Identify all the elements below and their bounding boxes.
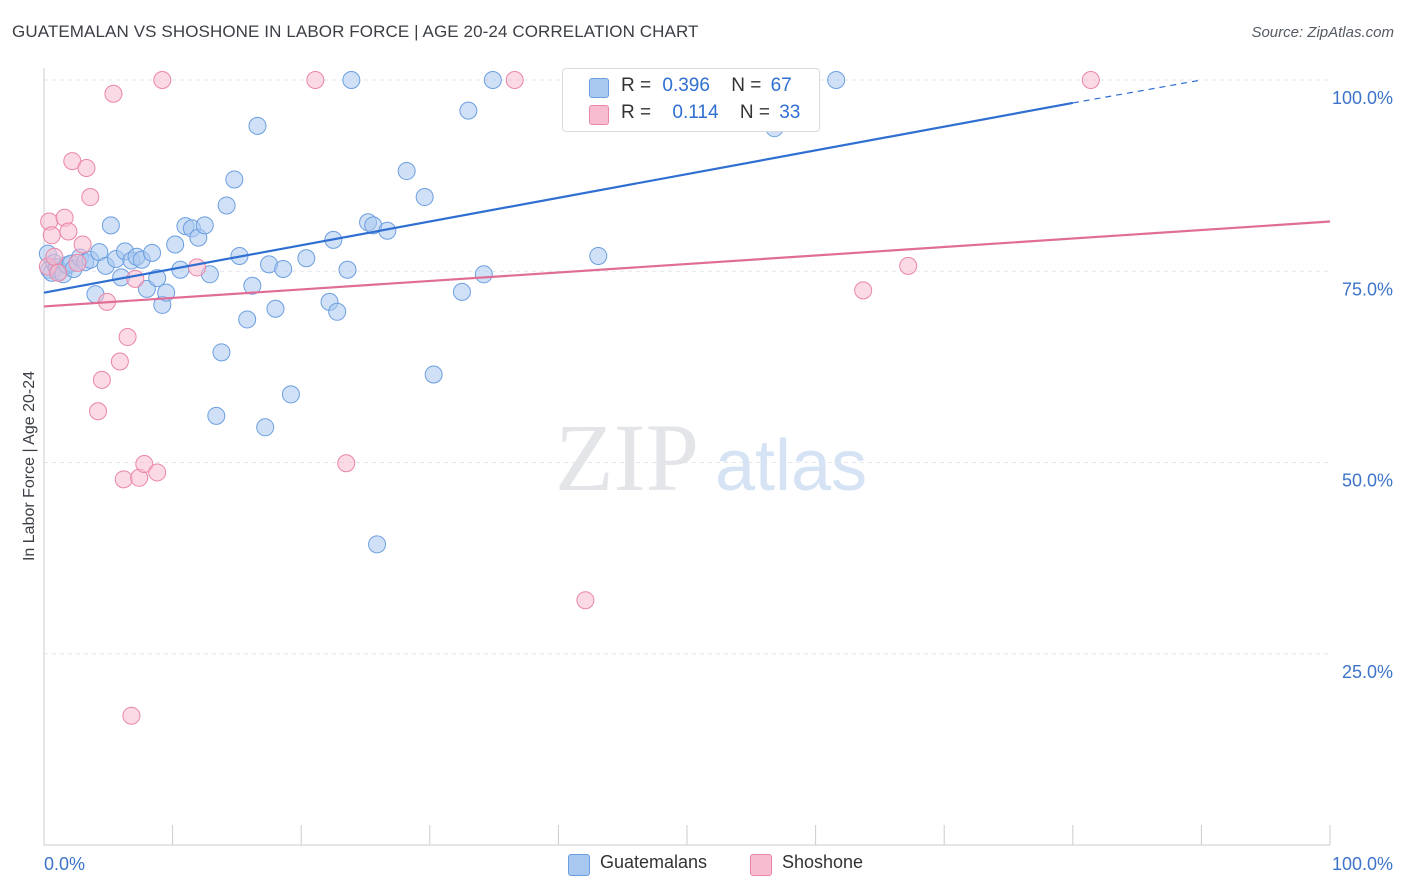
r-label: R = xyxy=(621,102,652,123)
guatemalans-point xyxy=(827,71,846,89)
guatemalans-point xyxy=(415,188,434,207)
guatemalans-swatch xyxy=(589,78,609,98)
guatemalans-point xyxy=(207,406,226,425)
guatemalans-point xyxy=(474,265,493,284)
guatemalans-point xyxy=(157,283,176,302)
guatemalans-point xyxy=(243,276,262,295)
guatemalans-point xyxy=(166,235,185,254)
guatemalans-point xyxy=(397,162,416,181)
guatemalans-point xyxy=(281,385,300,404)
guatemalans-point xyxy=(101,216,120,235)
shoshone-point xyxy=(73,235,92,254)
shoshone-point xyxy=(104,84,123,103)
y-tick-label: 100.0% xyxy=(1332,88,1393,108)
gridlines xyxy=(44,79,1330,655)
stats-legend: R = 0.396 N = 67 R = 0.114 N = 33 xyxy=(562,68,820,132)
shoshone-swatch xyxy=(589,105,609,125)
guatemalans-point xyxy=(459,101,478,120)
shoshone-point xyxy=(576,591,595,610)
watermark-zip: ZIP xyxy=(555,404,699,511)
guatemalans-point xyxy=(589,246,608,265)
guatemalans-point xyxy=(297,249,316,268)
guatemalans-point xyxy=(143,243,162,262)
series-legend: Guatemalans Shoshone xyxy=(0,852,1406,878)
shoshone-point xyxy=(81,188,100,207)
watermark: ZIP atlas xyxy=(555,404,867,511)
shoshone-trend-line xyxy=(43,220,1331,308)
chart-title: GUATEMALAN VS SHOSHONE IN LABOR FORCE | … xyxy=(12,22,699,41)
shoshone-point xyxy=(148,463,167,482)
shoshone-point xyxy=(854,281,873,300)
guatemalans-point xyxy=(452,282,471,301)
guatemalans-legend-swatch xyxy=(568,854,590,876)
source-label: Source: ZipAtlas.com xyxy=(1251,24,1394,41)
n-label: N = xyxy=(731,75,762,96)
n-value: 33 xyxy=(779,102,801,123)
shoshone-point xyxy=(899,256,918,275)
shoshone-point xyxy=(110,352,129,371)
guatemalans-point xyxy=(212,343,231,362)
y-tick-label: 25.0% xyxy=(1342,662,1393,682)
shoshone-point xyxy=(337,454,356,473)
shoshone-point xyxy=(114,470,133,489)
guatemalans-point xyxy=(248,116,267,135)
shoshone-point xyxy=(135,455,154,474)
shoshone-point xyxy=(118,328,137,347)
trend-lines xyxy=(43,79,1331,308)
guatemalans-point xyxy=(217,196,236,215)
guatemalans-point xyxy=(424,365,443,384)
shoshone-point xyxy=(92,370,111,389)
x-tick-label: 100.0% xyxy=(1332,854,1393,874)
shoshone-point xyxy=(77,158,96,177)
shoshone-point xyxy=(59,222,78,241)
guatemalans-point xyxy=(266,299,285,318)
guatemalans-point xyxy=(256,418,275,437)
shoshone-point xyxy=(42,226,61,245)
shoshone-point xyxy=(49,263,68,282)
guatemalans-point xyxy=(338,260,357,279)
guatemalans-point xyxy=(342,71,361,89)
legend-label: Shoshone xyxy=(782,852,864,872)
shoshone-point xyxy=(505,71,524,89)
legend-label: Guatemalans xyxy=(600,852,708,872)
guatemalans-point xyxy=(148,269,167,288)
n-value: 67 xyxy=(770,75,792,96)
y-tick-label: 75.0% xyxy=(1342,279,1393,299)
shoshone-point xyxy=(126,269,145,288)
shoshone-point xyxy=(153,71,172,89)
guatemalans-point xyxy=(483,71,502,89)
guatemalans-trend-line xyxy=(43,101,1073,294)
shoshone-point xyxy=(1081,71,1100,89)
shoshone-point xyxy=(68,253,87,272)
tick-labels: 100.0% 75.0% 50.0% 25.0% 0.0% 100.0% xyxy=(44,88,1393,874)
guatemalans-point xyxy=(368,535,387,554)
guatemalans-point xyxy=(274,259,293,278)
guatemalans-point xyxy=(195,216,214,235)
shoshone-legend-swatch xyxy=(750,854,772,876)
shoshone-point xyxy=(306,71,325,89)
guatemalans-point xyxy=(225,170,244,189)
r-value: 0.396 xyxy=(662,75,710,96)
data-points xyxy=(38,71,1100,725)
y-axis-label: In Labor Force | Age 20-24 xyxy=(21,370,38,562)
shoshone-point xyxy=(45,247,64,266)
shoshone-point xyxy=(188,258,207,277)
x-tick-label: 0.0% xyxy=(44,854,85,874)
guatemalans-point xyxy=(328,302,347,321)
watermark-atlas: atlas xyxy=(715,426,867,506)
y-tick-label: 50.0% xyxy=(1342,471,1393,491)
r-label: R = xyxy=(621,75,652,96)
shoshone-point xyxy=(122,706,141,725)
r-value: 0.114 xyxy=(672,102,719,123)
n-label: N = xyxy=(739,102,770,123)
guatemalans-point xyxy=(238,310,257,329)
shoshone-point xyxy=(89,402,108,421)
axes xyxy=(43,68,1331,846)
